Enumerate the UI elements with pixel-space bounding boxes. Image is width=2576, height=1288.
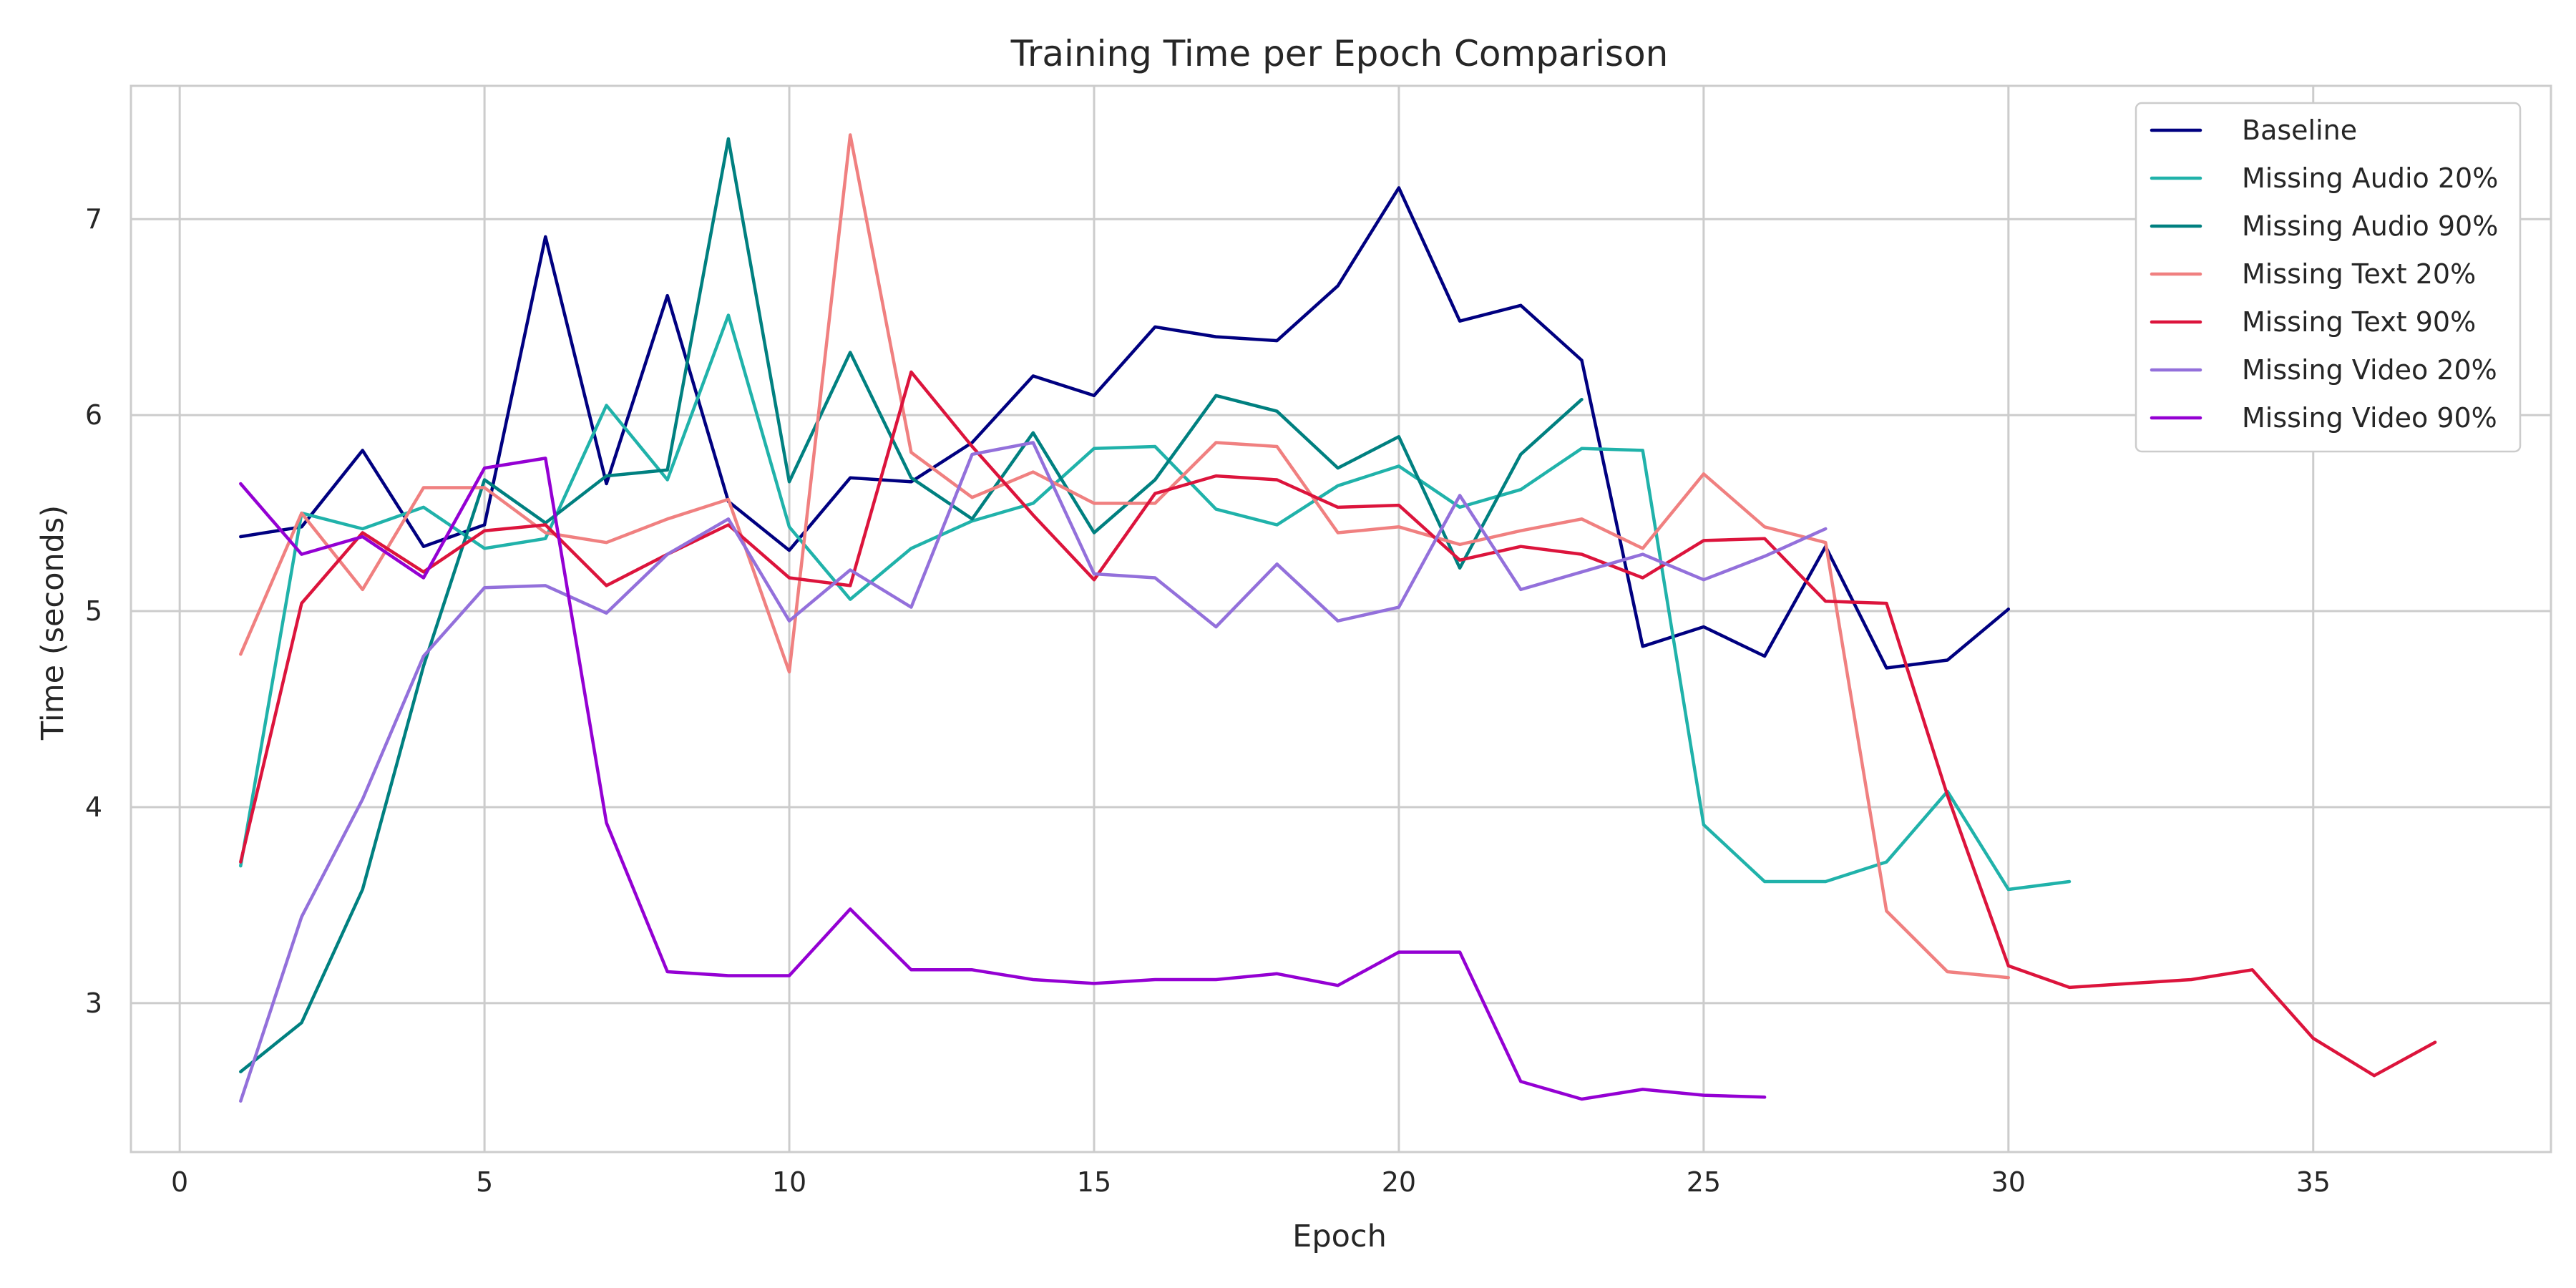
y-tick-label: 6	[85, 399, 102, 431]
x-tick-label: 0	[171, 1166, 188, 1198]
x-tick-label: 30	[1991, 1166, 2026, 1198]
legend-box	[2135, 102, 2522, 453]
x-axis-label: Epoch	[1292, 1219, 1387, 1254]
y-tick-label: 3	[85, 987, 102, 1019]
y-axis-label: Time (seconds)	[35, 505, 71, 741]
series-layer	[239, 133, 2437, 1103]
x-tick-label: 35	[2296, 1166, 2331, 1198]
legend-label-missing-text-90: Missing Text 90%	[2242, 306, 2476, 338]
y-tick-label: 7	[85, 203, 102, 235]
legend-label-missing-audio-20: Missing Audio 20%	[2242, 162, 2498, 194]
legend-items: Baseline Missing Audio 20% Missing Audio 9…	[2150, 114, 2498, 434]
x-tick-label: 5	[476, 1166, 493, 1198]
series-line-missing-audio-90	[239, 137, 1584, 1073]
series-line-missing-text-90	[239, 370, 2437, 1078]
x-tick-label: 25	[1687, 1166, 1721, 1198]
legend-label-baseline: Baseline	[2242, 114, 2357, 146]
y-tick-label: 4	[85, 791, 102, 823]
series-line-missing-video-90	[239, 457, 1767, 1101]
series-line-missing-video-20	[239, 441, 1828, 1103]
series-line-baseline	[239, 186, 2011, 670]
series-line-missing-audio-20	[239, 313, 2072, 892]
legend-label-missing-audio-90: Missing Audio 90%	[2242, 210, 2498, 242]
x-tick-label: 20	[1382, 1166, 1416, 1198]
legend: Baseline Missing Audio 20% Missing Audio 9…	[2135, 102, 2522, 453]
y-tick-labels: 3 4 5 6 7	[85, 203, 102, 1019]
legend-label-missing-video-90: Missing Video 90%	[2242, 402, 2497, 434]
y-tick-label: 5	[85, 595, 102, 627]
x-tick-label: 15	[1077, 1166, 1111, 1198]
legend-label-missing-text-20: Missing Text 20%	[2242, 258, 2476, 290]
plot-frame	[130, 84, 2552, 1153]
x-tick-labels: 0 5 10 15 20 25 30 35	[171, 1166, 2331, 1198]
legend-label-missing-video-20: Missing Video 20%	[2242, 354, 2497, 386]
x-tick-label: 10	[772, 1166, 806, 1198]
chart-title: Training Time per Epoch Comparison	[1010, 33, 1669, 74]
